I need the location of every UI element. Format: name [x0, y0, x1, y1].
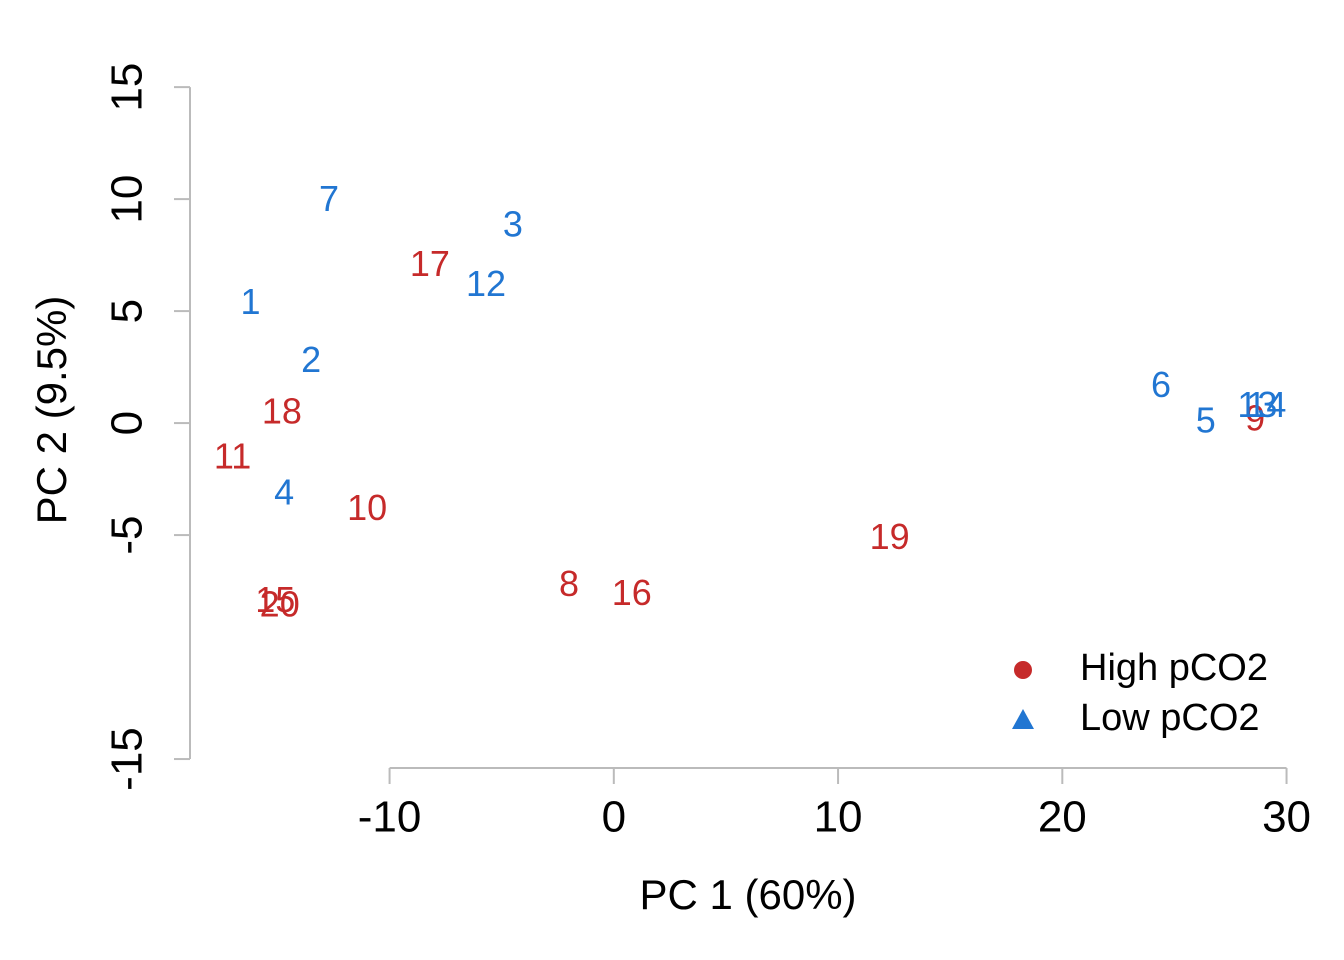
- point-label: 15: [255, 579, 295, 620]
- legend-marker: [1012, 709, 1034, 729]
- x-tick-label: -10: [358, 793, 422, 842]
- point-label: 16: [612, 572, 652, 613]
- y-tick-label: 15: [103, 63, 152, 112]
- x-tick-label: 20: [1038, 793, 1087, 842]
- y-tick-label: -5: [103, 516, 152, 555]
- point-label: 10: [347, 487, 387, 528]
- x-tick-label: 10: [814, 793, 863, 842]
- point-label: 17: [410, 243, 450, 284]
- point-label: 4: [274, 471, 294, 512]
- x-tick-label: 0: [602, 793, 626, 842]
- point-label: 11: [214, 435, 251, 476]
- point-label: 18: [262, 391, 302, 432]
- point-label: 8: [559, 563, 579, 604]
- y-tick-label: 10: [103, 175, 152, 224]
- point-label: 6: [1151, 364, 1171, 405]
- point-label: 12: [466, 263, 506, 304]
- legend-label: Low pCO2: [1080, 697, 1260, 739]
- point-label: 2: [301, 339, 321, 380]
- point-label: 14: [1246, 384, 1286, 425]
- x-axis-title: PC 1 (60%): [639, 871, 856, 918]
- point-label: 19: [870, 516, 910, 557]
- point-label: 5: [1196, 400, 1216, 441]
- point-label: 9: [1245, 397, 1265, 438]
- x-tick-label: 30: [1262, 793, 1311, 842]
- y-tick-label: -15: [103, 727, 152, 791]
- point-label: 3: [503, 204, 523, 245]
- point-label: 1: [241, 281, 261, 322]
- point-label: 13: [1237, 384, 1277, 425]
- point-label: 7: [319, 178, 339, 219]
- y-axis-title: PC 2 (9.5%): [28, 296, 75, 525]
- legend-label: High pCO2: [1080, 647, 1268, 689]
- point-label: 20: [260, 583, 300, 624]
- y-tick-label: 5: [103, 299, 152, 323]
- y-tick-label: 0: [103, 411, 152, 435]
- legend-marker: [1014, 661, 1032, 679]
